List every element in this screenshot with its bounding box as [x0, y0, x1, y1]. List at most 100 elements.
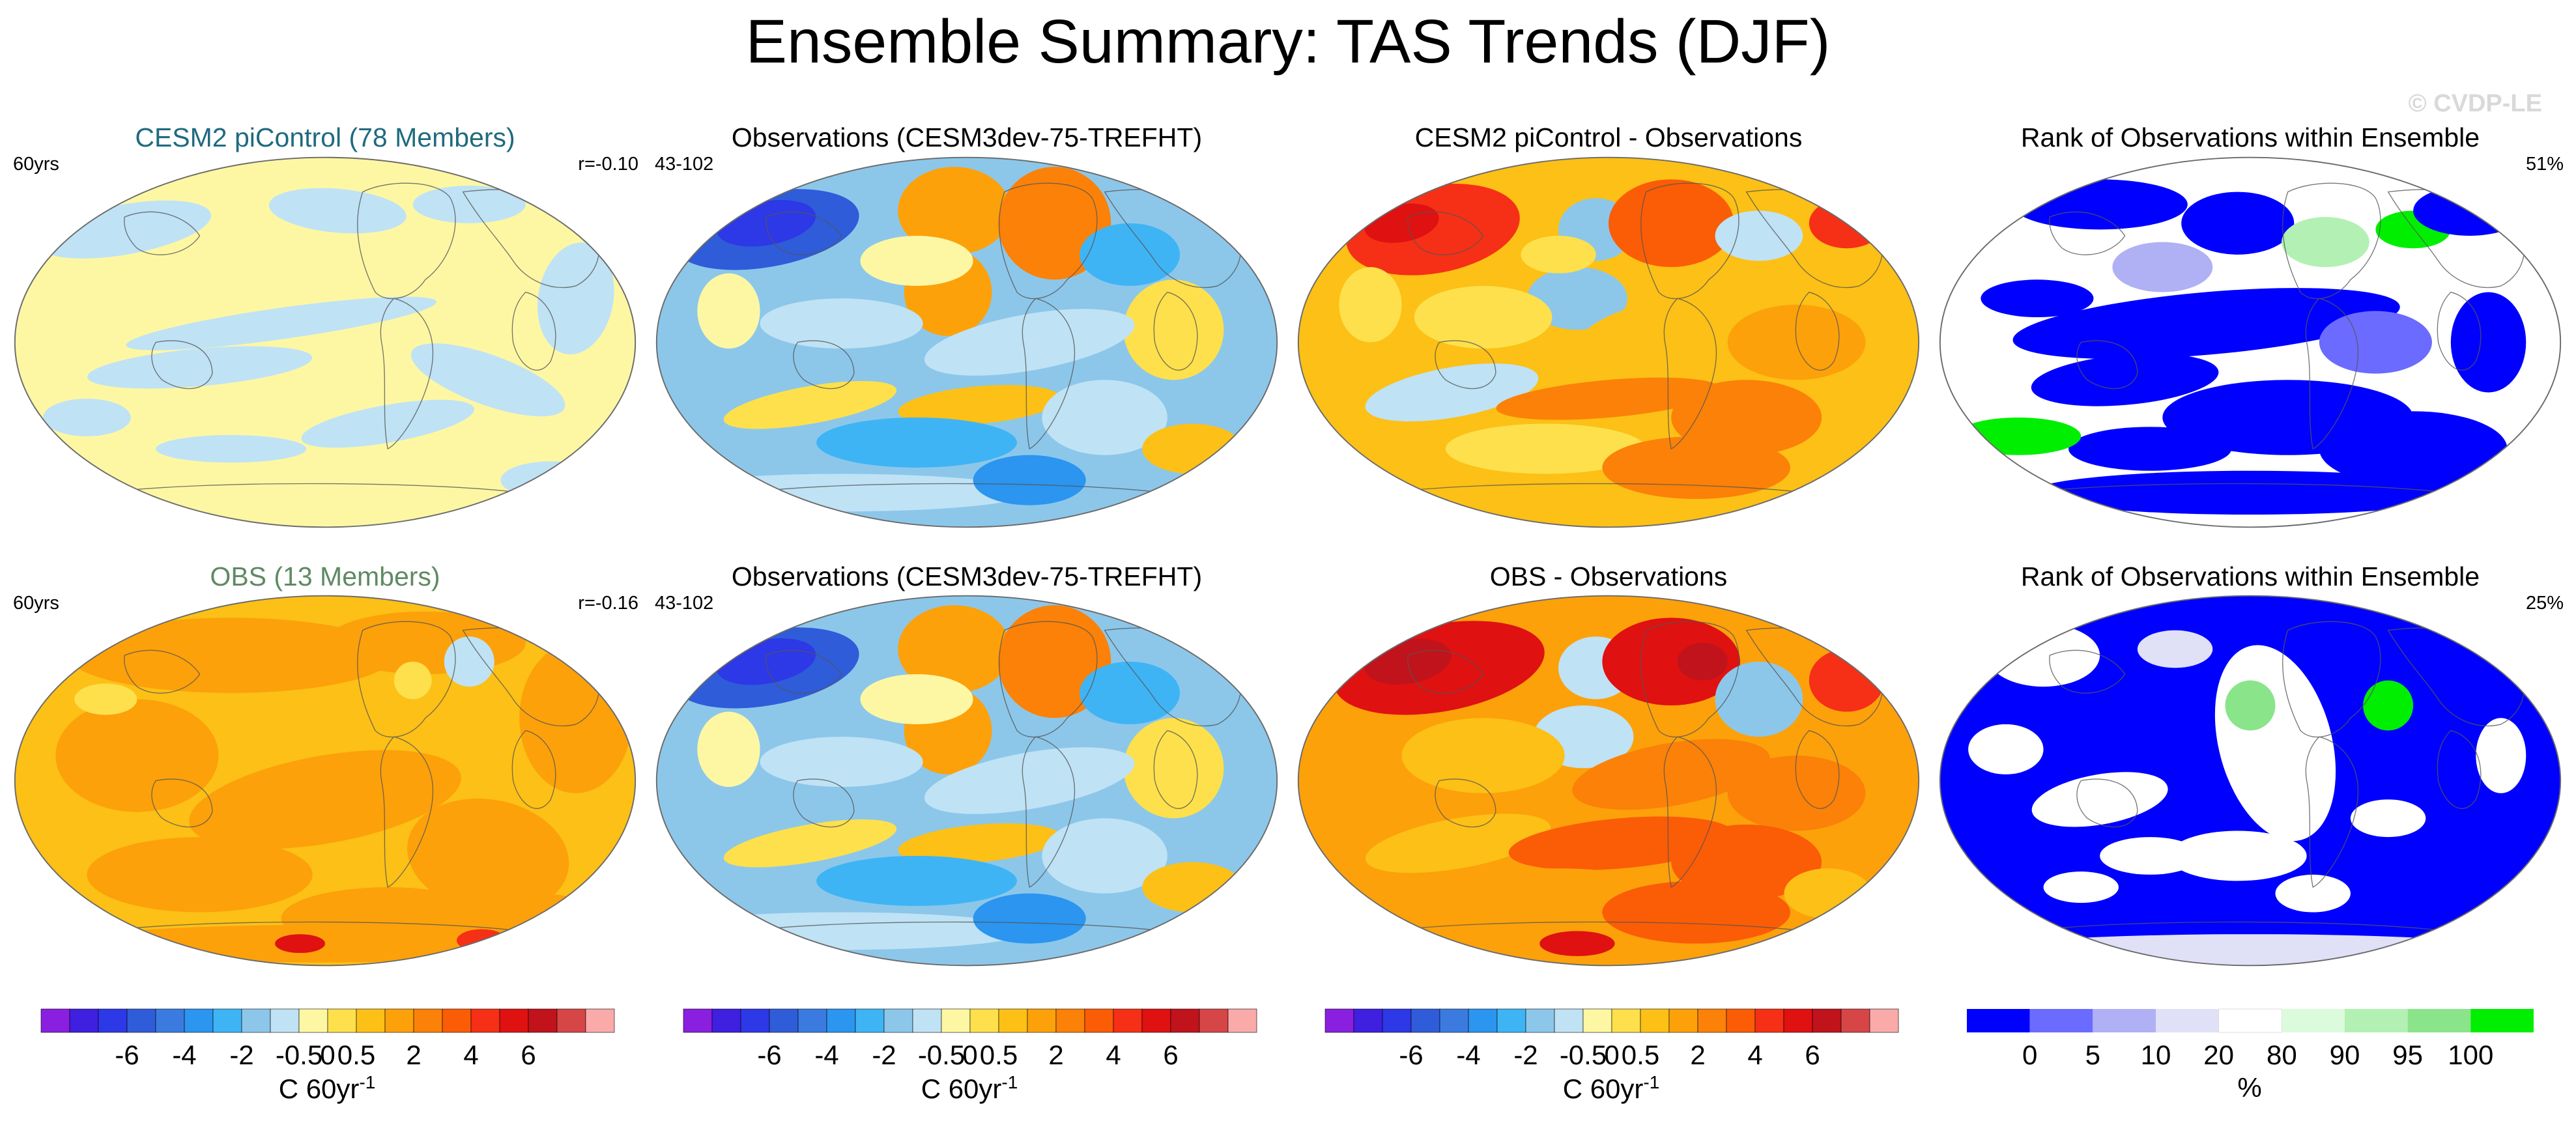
ensemble-mean-trend-map	[14, 595, 637, 967]
colorbar-title: %	[2237, 1072, 2262, 1103]
colorbar-swatch	[941, 1008, 971, 1033]
difference-trend-map	[1297, 595, 1920, 967]
colorbar-swatch	[2093, 1009, 2156, 1032]
panel-right-label: 51%	[2525, 154, 2564, 175]
colorbar-tick-label: 10	[2140, 1040, 2171, 1070]
colorbar-swatch	[442, 1008, 472, 1033]
colorbar-swatch	[1439, 1008, 1469, 1033]
panel-title: Rank of Observations within Ensemble	[2020, 122, 2480, 152]
panel-title: Observations (CESM3dev-75-TREFHT)	[731, 561, 1203, 591]
colorbar-tick-label: 6	[1805, 1040, 1820, 1070]
colorbar-tick-label: 0	[1604, 1040, 1620, 1070]
colorbar-tick-label: 0	[320, 1040, 336, 1070]
colorbar-swatch	[1582, 1008, 1612, 1033]
colorbar-tick-label: 95	[2392, 1040, 2424, 1070]
colorbar-swatch	[1726, 1008, 1756, 1033]
watermark: © CVDP-LE	[2408, 90, 2542, 117]
rank-map	[1939, 156, 2562, 528]
colorbar-tick-label: -4	[814, 1040, 839, 1070]
colorbar-tick-label: -2	[1513, 1040, 1538, 1070]
observations-trend-map	[655, 156, 1278, 528]
colorbar-swatch	[1611, 1008, 1641, 1033]
colorbar-swatch	[1967, 1009, 2030, 1032]
colorbar-swatch	[1324, 1008, 1354, 1033]
colorbar-swatch	[969, 1008, 999, 1033]
colorbar-title: C 60yr-1	[40, 1072, 614, 1105]
panel-left-label: 43-102	[655, 154, 714, 175]
colorbar-swatch	[327, 1008, 357, 1033]
colorbar-swatch	[769, 1008, 799, 1033]
colorbar-swatch	[1783, 1008, 1813, 1033]
colorbar-tick-label: 80	[2266, 1040, 2297, 1070]
colorbar-swatch	[556, 1008, 586, 1033]
colorbar-swatch	[1199, 1008, 1229, 1033]
colorbar-units-exponent: -1	[359, 1072, 376, 1092]
colorbar-units: C 60yr	[278, 1073, 360, 1104]
colorbar-swatch	[883, 1008, 913, 1033]
panel-title: CESM2 piControl - Observations	[1414, 122, 1803, 152]
colorbar-swatch	[826, 1008, 856, 1033]
colorbar-swatch	[2345, 1009, 2408, 1032]
colorbar-swatch	[2282, 1009, 2345, 1032]
colorbar-swatch	[69, 1008, 99, 1033]
colorbar-swatch	[2156, 1009, 2219, 1032]
colorbar-tick-label: 4	[1747, 1040, 1763, 1070]
colorbar-swatch	[998, 1008, 1028, 1033]
difference-trend-map	[1297, 156, 1920, 528]
colorbar-tick-label: 0	[2022, 1040, 2038, 1070]
colorbar-swatch	[2470, 1009, 2534, 1032]
colorbar-tick-label: 2	[1690, 1040, 1706, 1070]
colorbar-swatch	[212, 1008, 242, 1033]
colorbar-swatch	[1812, 1008, 1842, 1033]
colorbar-units-exponent: -1	[1001, 1072, 1018, 1092]
panel-title: Observations (CESM3dev-75-TREFHT)	[731, 122, 1203, 152]
panel-title: OBS (13 Members)	[210, 561, 440, 591]
colorbar-swatch	[184, 1008, 214, 1033]
colorbar-swatch	[1468, 1008, 1498, 1033]
panel-title: Rank of Observations within Ensemble	[2020, 561, 2480, 591]
panel-title: CESM2 piControl (78 Members)	[135, 122, 515, 152]
colorbar-swatch	[855, 1008, 885, 1033]
colorbar-tick-label: -0.5	[1559, 1040, 1607, 1070]
colorbar-tick-label: 0.5	[337, 1040, 376, 1070]
colorbar-swatch	[912, 1008, 942, 1033]
colorbar-swatch	[1055, 1008, 1085, 1033]
colorbar-swatch	[711, 1008, 741, 1033]
colorbar-swatch	[1084, 1008, 1114, 1033]
colorbar-swatch	[126, 1008, 156, 1033]
colorbar-swatch	[2029, 1009, 2093, 1032]
panel-right-label: r=-0.16	[578, 593, 638, 614]
colorbar-units: C 60yr	[921, 1073, 1002, 1104]
colorbar-swatch	[1027, 1008, 1057, 1033]
colorbar-tick-label: 20	[2203, 1040, 2235, 1070]
trend-colorbar	[1324, 1008, 1899, 1033]
colorbar-tick-label: 0.5	[979, 1040, 1018, 1070]
colorbar-tick-label: 4	[1106, 1040, 1121, 1070]
colorbar-tick-label: -6	[757, 1040, 782, 1070]
panel-left-label: 43-102	[655, 593, 714, 614]
colorbar-swatch	[1113, 1008, 1143, 1033]
colorbar-tick-label: 0	[962, 1040, 978, 1070]
colorbar-swatch	[1525, 1008, 1555, 1033]
colorbar-swatch	[1697, 1008, 1727, 1033]
colorbar-tick-label: -2	[872, 1040, 896, 1070]
colorbar-swatch	[1410, 1008, 1440, 1033]
rank-map	[1939, 595, 2562, 967]
colorbar-units: C 60yr	[1562, 1073, 1644, 1104]
colorbar-tick-label: 90	[2329, 1040, 2360, 1070]
colorbar-swatch	[1869, 1008, 1899, 1033]
colorbar-swatch	[356, 1008, 386, 1033]
colorbar-swatch	[298, 1008, 328, 1033]
panel-right-label: r=-0.10	[578, 154, 638, 175]
colorbar-tick-label: -2	[229, 1040, 254, 1070]
colorbar-swatch	[1668, 1008, 1698, 1033]
colorbar-tick-label: -4	[1456, 1040, 1481, 1070]
colorbar-tick-label: 5	[2085, 1040, 2101, 1070]
colorbar-tick-label: 6	[1163, 1040, 1179, 1070]
colorbar-swatch	[499, 1008, 529, 1033]
colorbar-tick-label: 2	[406, 1040, 422, 1070]
colorbar-swatch	[2407, 1009, 2471, 1032]
figure-title: Ensemble Summary: TAS Trends (DJF)	[745, 7, 1831, 76]
colorbar-swatch	[1554, 1008, 1584, 1033]
